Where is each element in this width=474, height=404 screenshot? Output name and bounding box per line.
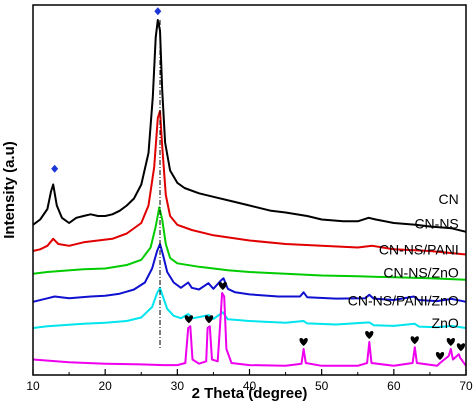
series-line-cn-ns-zno — [32, 243, 467, 303]
x-tick-label: 70 — [459, 379, 473, 393]
x-tick-label: 10 — [26, 379, 40, 393]
curve-label: CN-NS/PANI/ZnO — [348, 292, 459, 308]
series-line-cn — [32, 19, 467, 233]
heart-marker — [184, 315, 194, 324]
x-tick-label: 60 — [387, 379, 401, 393]
markers-layer — [51, 7, 466, 360]
curves-layer — [32, 19, 467, 367]
heart-marker — [435, 352, 445, 360]
heart-marker — [456, 343, 466, 352]
heart-marker — [204, 315, 214, 324]
heart-marker — [410, 336, 419, 345]
series-line-cn-ns — [32, 110, 467, 256]
series-line-zno — [32, 292, 467, 367]
heart-marker — [365, 331, 374, 339]
x-ticks-layer: 10 20 30 40 50 60 70 — [26, 369, 473, 393]
curve-label: CN-NS/ZnO — [383, 264, 459, 280]
curve-labels-layer: CN CN-NS CN-NS/PANI CN-NS/ZnO CN-NS/PANI/ZnO… — [348, 191, 459, 331]
x-tick-label: 20 — [98, 379, 112, 393]
heart-marker — [446, 338, 455, 346]
plot-frame — [32, 4, 467, 376]
x-tick-label: 50 — [315, 379, 329, 393]
curve-label: CN — [439, 191, 459, 207]
x-tick-label: 40 — [243, 379, 257, 393]
x-tick-label: 30 — [171, 379, 185, 393]
series-line-cn-ns-pani-zno — [32, 286, 467, 329]
curve-label: CN-NS — [414, 215, 458, 231]
heart-marker — [218, 282, 227, 290]
x-axis-title: 2 Theta (degree) — [192, 385, 308, 402]
series-line-cn-ns-pani — [32, 206, 467, 281]
y-axis-title: Intensity (a.u) — [1, 141, 18, 239]
heart-marker — [299, 338, 308, 346]
diamond-marker — [154, 7, 162, 16]
curve-label: ZnO — [432, 315, 459, 331]
curve-label: CN-NS/PANI — [379, 242, 459, 258]
diamond-marker — [51, 164, 59, 173]
